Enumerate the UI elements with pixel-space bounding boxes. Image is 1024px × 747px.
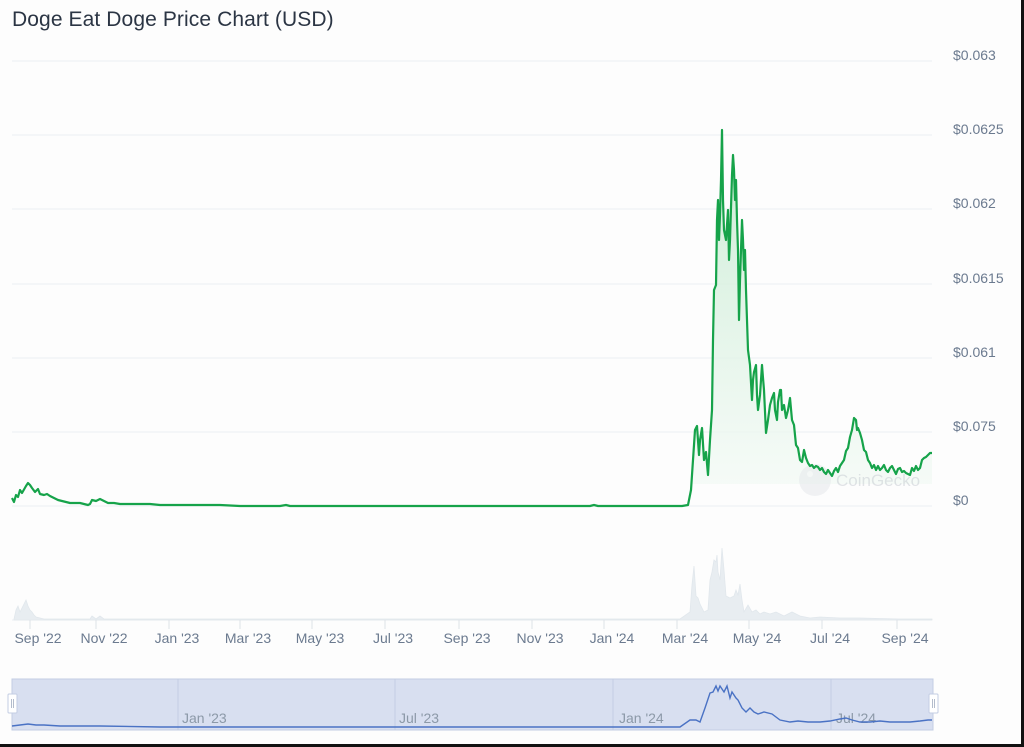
navigator[interactable]: Jan '23 Jul '23 Jan '24 Jul '24 — [7, 678, 939, 731]
x-tick-label: Jan '23 — [155, 630, 200, 646]
grid-lines — [12, 60, 932, 621]
x-tick-label: Jan '24 — [590, 630, 635, 646]
y-tick-label: $0.075 — [953, 418, 996, 434]
x-tick-label: Jul '23 — [373, 630, 413, 646]
x-tick-label: Mar '23 — [225, 630, 271, 646]
navigator-label: Jan '23 — [182, 710, 227, 726]
navigator-left-handle[interactable] — [7, 693, 18, 714]
x-axis-labels: Sep '22 Nov '22 Jan '23 Mar '23 May '23 Jul '… — [14, 630, 928, 646]
watermark-text: CoinGecko — [836, 471, 920, 490]
frame-border-right — [1021, 0, 1024, 747]
x-tick-label: May '23 — [296, 630, 345, 646]
x-tick-label: Nov '22 — [80, 630, 127, 646]
frame-border-bottom — [0, 744, 1022, 747]
price-line — [11, 128, 932, 508]
y-tick-label: $0.062 — [953, 195, 996, 211]
volume-bars — [13, 547, 933, 621]
x-tick-label: Mar '24 — [662, 630, 708, 646]
y-tick-label: $0.061 — [953, 344, 996, 360]
x-tick-label: May '24 — [733, 630, 782, 646]
x-tick-label: Jul '24 — [810, 630, 850, 646]
y-tick-label: $0.0625 — [953, 121, 1004, 137]
x-tick-label: Sep '22 — [14, 630, 61, 646]
navigator-line — [11, 683, 932, 728]
y-tick-label: $0.0615 — [953, 270, 1004, 286]
navigator-label: Jan '24 — [619, 710, 664, 726]
x-tick-label: Sep '24 — [881, 630, 928, 646]
chart-title: Doge Eat Doge Price Chart (USD) — [12, 8, 334, 31]
y-tick-label: $0.063 — [953, 47, 996, 63]
y-tick-label: $0 — [953, 492, 969, 508]
navigator-right-handle[interactable] — [928, 693, 939, 714]
navigator-selection[interactable] — [11, 678, 934, 731]
y-axis-labels: $0.063 $0.0625 $0.062 $0.0615 $0.061 $0.075 $0 — [953, 47, 1004, 508]
x-axis-ticks — [29, 620, 898, 629]
navigator-label: Jul '23 — [399, 710, 439, 726]
x-tick-label: Sep '23 — [443, 630, 490, 646]
price-area — [691, 130, 932, 490]
x-tick-label: Nov '23 — [516, 630, 563, 646]
